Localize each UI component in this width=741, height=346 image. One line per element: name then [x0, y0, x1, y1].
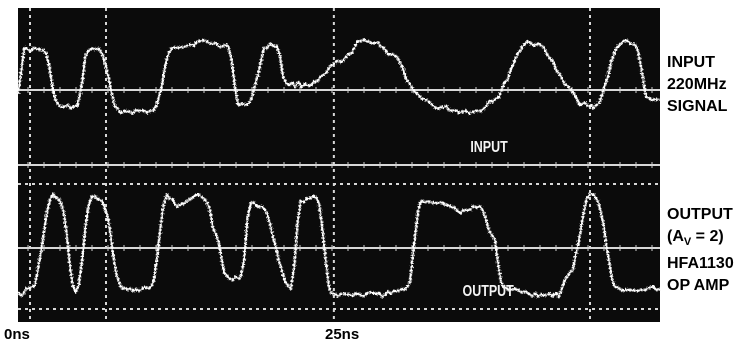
gain-subscript: V	[683, 236, 692, 249]
x-tick-label-0: 0ns	[4, 326, 30, 343]
scope-grid	[18, 8, 660, 322]
output-signal-label: OUTPUT (AV = 2) HFA1130 OP AMP	[667, 204, 734, 297]
trace-core-input	[17, 38, 660, 115]
scope-traces	[16, 38, 661, 299]
x-tick-label-1: 25ns	[325, 326, 360, 343]
output-label-line: OUTPUT	[667, 206, 733, 223]
output-label-line: OP AMP	[667, 277, 730, 295]
gain-value: = 2)	[691, 228, 724, 245]
input-label-line: SIGNAL	[667, 98, 728, 115]
gain-prefix: (A	[667, 228, 684, 245]
scope-grid-ticks	[27, 87, 653, 251]
input-label-line: INPUT	[667, 54, 715, 71]
trace-core-output	[17, 193, 661, 298]
trace-label-output: OUTPUT	[463, 283, 514, 301]
output-label-line: HFA1130	[667, 255, 734, 273]
output-gain-label: (AV = 2)	[667, 226, 734, 253]
input-signal-label: INPUT 220MHz SIGNAL	[667, 52, 727, 118]
input-label-line: 220MHz	[667, 76, 727, 93]
trace-label-input: INPUT	[470, 139, 508, 157]
